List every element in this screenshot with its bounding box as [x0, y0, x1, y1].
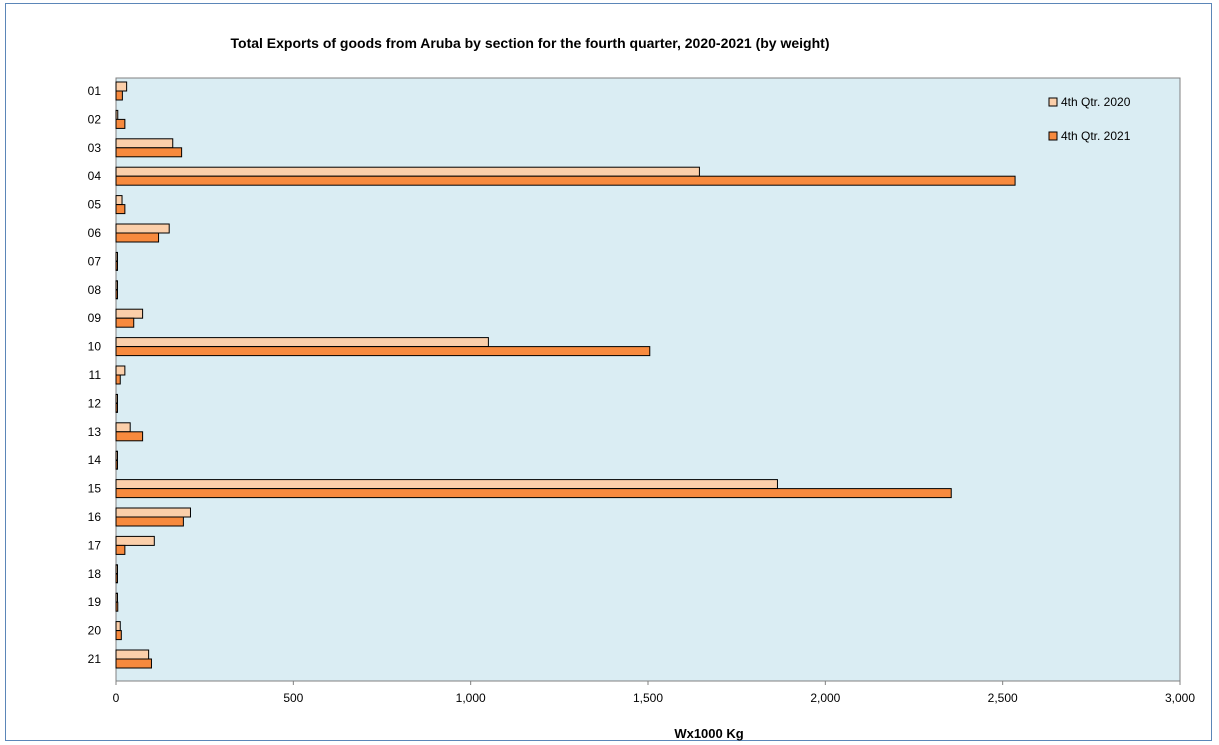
bar-2021-04 — [115, 175, 1016, 186]
bar-2021-11 — [115, 374, 121, 385]
legend: 4th Qtr. 2020 4th Qtr. 2021 — [1048, 95, 1131, 143]
bar-2020-06 — [115, 223, 170, 234]
x-tick-label: 1,500 — [633, 691, 663, 705]
bar-2020-21 — [115, 649, 150, 660]
legend-swatch-2020 — [1048, 97, 1058, 107]
y-tick-label-11: 11 — [89, 368, 102, 382]
x-tick-label: 2,500 — [988, 691, 1018, 705]
bar-2020-07 — [115, 251, 118, 262]
bar-2021-19 — [115, 601, 119, 612]
bar-2021-09 — [115, 317, 135, 328]
bar-2021-10 — [115, 346, 651, 357]
bar-2020-10 — [115, 337, 489, 348]
y-tick-label-04: 04 — [88, 169, 102, 183]
bar-2020-13 — [115, 422, 131, 433]
bar-2020-15 — [115, 479, 778, 490]
bar-2020-19 — [115, 592, 118, 603]
bar-2020-16 — [115, 507, 191, 518]
bar-2021-16 — [115, 516, 184, 527]
chart-title: Total Exports of goods from Aruba by sec… — [231, 35, 830, 51]
y-tick-label-13: 13 — [88, 425, 102, 439]
y-axis-labels: 01 02 03 04 05 06 07 08 09 10 11 12 13 14 15 16 17 18 19 20… — [88, 84, 102, 666]
y-tick-label-08: 08 — [88, 283, 102, 297]
bar-2021-08 — [115, 289, 118, 300]
x-tick-label: 0 — [113, 691, 120, 705]
y-tick-label-21: 21 — [88, 652, 102, 666]
legend-label-2020: 4th Qtr. 2020 — [1061, 95, 1131, 109]
x-axis-labels: 0 500 1,000 1,500 2,000 2,500 3,000 — [113, 681, 1195, 705]
bar-2020-04 — [115, 166, 700, 177]
bar-2020-08 — [115, 280, 118, 291]
bar-2020-09 — [115, 308, 144, 319]
bar-2021-20 — [115, 630, 122, 641]
bar-2020-12 — [115, 393, 118, 404]
bar-2021-05 — [115, 204, 126, 215]
y-tick-label-20: 20 — [88, 624, 102, 638]
y-tick-label-18: 18 — [88, 567, 102, 581]
bar-2020-02 — [115, 109, 119, 120]
bars-layer — [115, 81, 1016, 669]
bar-2021-13 — [115, 431, 144, 442]
y-tick-label-09: 09 — [88, 311, 102, 325]
bar-2021-06 — [115, 232, 160, 243]
y-tick-label-17: 17 — [88, 538, 102, 552]
y-tick-label-05: 05 — [88, 198, 102, 212]
y-tick-label-07: 07 — [88, 254, 102, 268]
bar-2021-14 — [115, 459, 118, 470]
y-tick-label-19: 19 — [88, 595, 102, 609]
x-tick-label: 2,000 — [810, 691, 840, 705]
bar-2021-12 — [115, 402, 118, 413]
bar-2021-21 — [115, 658, 152, 669]
legend-label-2021: 4th Qtr. 2021 — [1061, 129, 1131, 143]
y-tick-label-03: 03 — [88, 141, 102, 155]
x-tick-label: 1,000 — [456, 691, 486, 705]
bar-2020-11 — [115, 365, 126, 376]
y-tick-label-16: 16 — [88, 510, 102, 524]
y-tick-label-06: 06 — [88, 226, 102, 240]
bar-2021-15 — [115, 488, 952, 499]
y-tick-label-12: 12 — [88, 396, 102, 410]
bar-2020-05 — [115, 195, 123, 206]
x-tick-label: 500 — [283, 691, 303, 705]
bar-2020-18 — [115, 564, 118, 575]
y-tick-label-14: 14 — [88, 453, 102, 467]
bar-2021-18 — [115, 573, 118, 584]
x-axis-title: Wx1000 Kg — [674, 726, 743, 741]
bar-2021-07 — [115, 260, 118, 271]
x-tick-label: 3,000 — [1165, 691, 1195, 705]
bar-2020-20 — [115, 621, 121, 632]
bar-2020-01 — [115, 81, 128, 92]
bar-2020-14 — [115, 450, 118, 461]
bar-2021-03 — [115, 147, 183, 158]
bar-2021-17 — [115, 544, 126, 555]
bar-2021-02 — [115, 118, 126, 129]
bar-2020-03 — [115, 138, 174, 149]
y-tick-label-01: 01 — [88, 84, 102, 98]
y-tick-label-15: 15 — [88, 482, 102, 496]
y-tick-label-10: 10 — [88, 340, 102, 354]
bar-2020-17 — [115, 535, 155, 546]
y-tick-label-02: 02 — [88, 112, 102, 126]
legend-swatch-2021 — [1048, 131, 1058, 141]
bar-2021-01 — [115, 90, 123, 101]
